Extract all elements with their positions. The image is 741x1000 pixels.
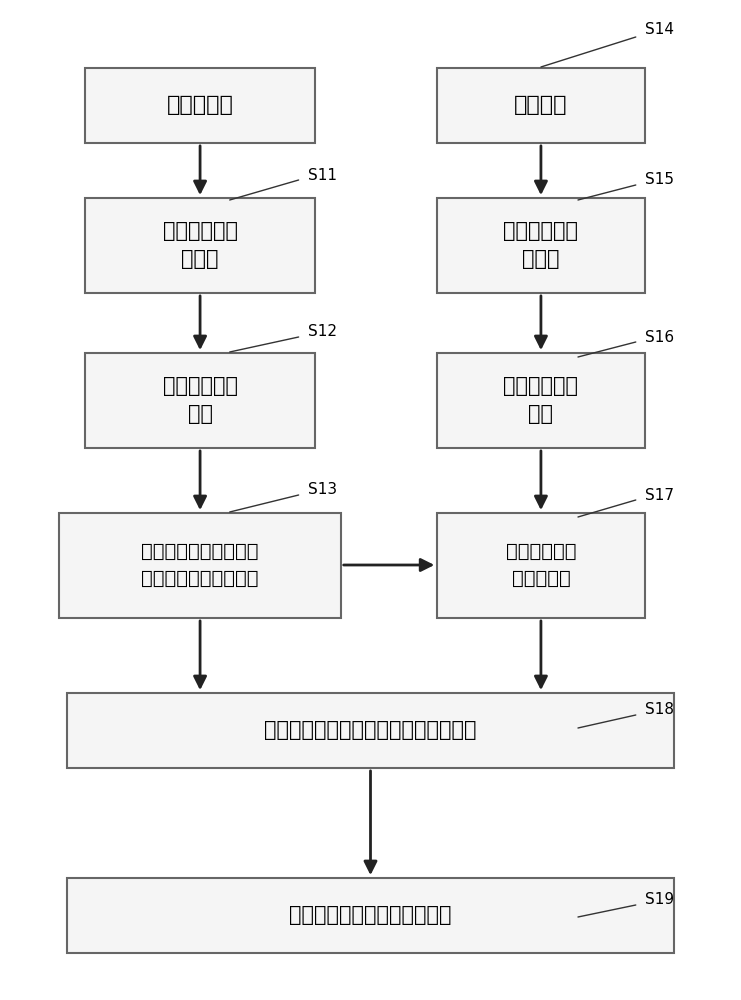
Text: S16: S16 [645, 330, 674, 344]
FancyBboxPatch shape [437, 512, 645, 617]
Text: 查找分类，选
择子图像库: 查找分类，选 择子图像库 [505, 542, 576, 588]
Text: 选取分类几何特征，对
图像库进行层次化分类: 选取分类几何特征，对 图像库进行层次化分类 [142, 542, 259, 588]
Text: 构造几何特征
向量: 构造几何特征 向量 [162, 376, 238, 424]
Text: S15: S15 [645, 172, 674, 188]
Text: 人脸图像库: 人脸图像库 [167, 95, 233, 115]
Text: S14: S14 [645, 22, 674, 37]
Text: S12: S12 [308, 324, 336, 340]
Text: S17: S17 [645, 488, 674, 502]
Text: S11: S11 [308, 167, 336, 182]
Text: 在图像库中找到输入图像最近邻的分类: 在图像库中找到输入图像最近邻的分类 [265, 720, 476, 740]
Text: 人脸轮廓特征
点提取: 人脸轮廓特征 点提取 [503, 221, 579, 269]
FancyBboxPatch shape [59, 512, 341, 617]
FancyBboxPatch shape [437, 68, 645, 142]
FancyBboxPatch shape [67, 878, 674, 952]
FancyBboxPatch shape [67, 692, 674, 768]
FancyBboxPatch shape [85, 68, 315, 142]
FancyBboxPatch shape [85, 198, 315, 292]
Text: S18: S18 [645, 702, 674, 718]
Text: 构造几何特征
向量: 构造几何特征 向量 [503, 376, 579, 424]
FancyBboxPatch shape [437, 198, 645, 292]
Text: 输入图像: 输入图像 [514, 95, 568, 115]
FancyBboxPatch shape [85, 353, 315, 448]
Text: 根据相似度函数匹配识别人脸: 根据相似度函数匹配识别人脸 [289, 905, 452, 925]
Text: 人脸轮廓特征
点提取: 人脸轮廓特征 点提取 [162, 221, 238, 269]
Text: S13: S13 [308, 483, 336, 497]
Text: S19: S19 [645, 892, 674, 908]
FancyBboxPatch shape [437, 353, 645, 448]
